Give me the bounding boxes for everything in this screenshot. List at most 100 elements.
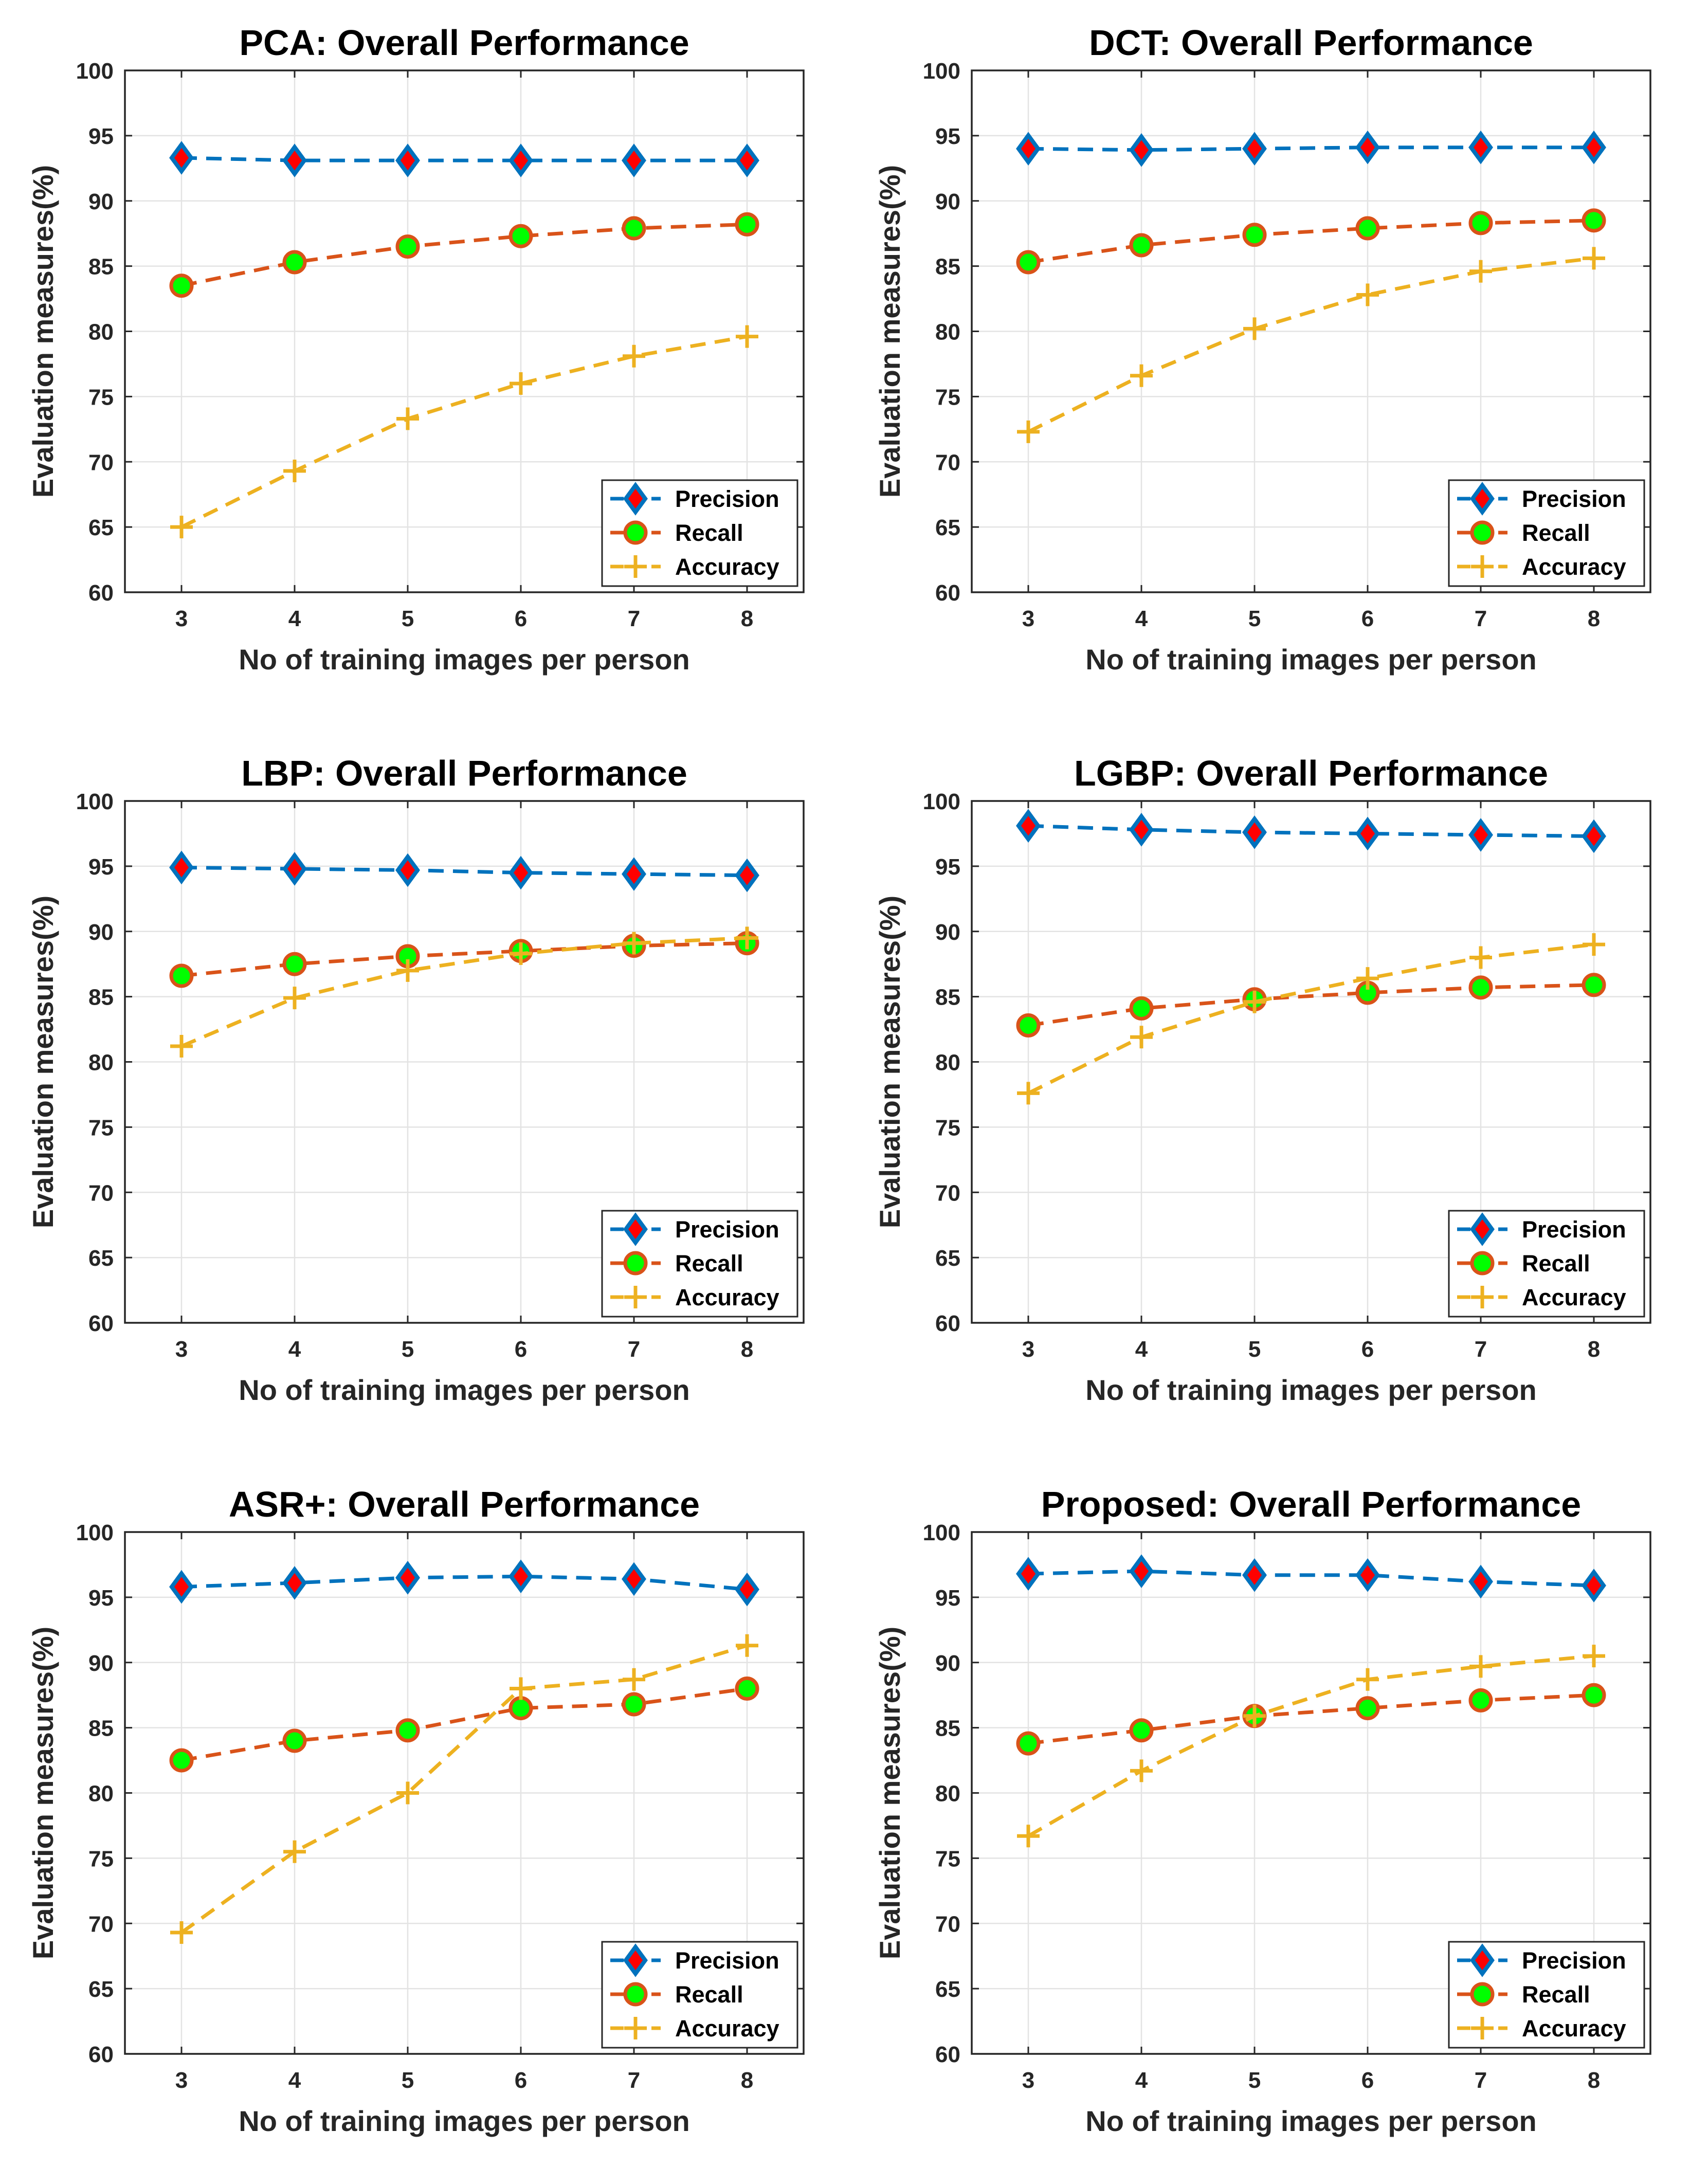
y-tick-label: 90 (88, 1651, 114, 1676)
data-point (282, 1728, 307, 1753)
data-point (1017, 1825, 1040, 1848)
data-point (1468, 130, 1493, 165)
data-point (1582, 1569, 1606, 1602)
y-tick-label: 90 (88, 920, 114, 945)
legend: Precision Recall Accuracy (601, 1210, 798, 1318)
data-point (1468, 818, 1493, 852)
data-point (508, 1559, 533, 1594)
x-tick-label: 8 (741, 1337, 753, 1362)
data-point (1016, 1013, 1041, 1037)
y-tick-label: 100 (923, 789, 960, 814)
y-tick-label: 80 (935, 1781, 960, 1807)
data-point (736, 926, 758, 950)
y-tick-label: 80 (935, 320, 960, 345)
y-tick-label: 95 (88, 124, 114, 149)
x-tick-label: 8 (741, 606, 753, 631)
legend-entry: Precision (1457, 482, 1626, 516)
y-tick-label: 75 (88, 385, 114, 410)
data-point (282, 143, 307, 177)
data-point (508, 1696, 533, 1721)
y-axis-label: Evaluation measures(%) (874, 1627, 906, 1959)
legend-label: Accuracy (675, 554, 779, 580)
x-tick-label: 8 (1588, 606, 1600, 631)
legend-label: Recall (1522, 1981, 1590, 2008)
data-point (282, 852, 307, 886)
chart-panel: 3 4 5 6 7 8 60 65 70 75 80 85 90 95 100 LBP: Overall Pe… (27, 753, 805, 1406)
legend-label: Recall (1522, 1250, 1590, 1277)
data-point (1355, 816, 1380, 851)
y-tick-label: 80 (88, 320, 114, 345)
y-tick-label: 80 (935, 1050, 960, 1076)
series-accuracy (170, 1634, 758, 1944)
data-point (1242, 223, 1267, 247)
data-point (1130, 364, 1153, 387)
series-line (1028, 1693, 1594, 1745)
x-tick-label: 5 (1248, 606, 1261, 631)
x-tick-label: 6 (1361, 1337, 1374, 1362)
x-tick-label: 3 (175, 1337, 188, 1362)
series-line (181, 1574, 748, 1592)
legend: Precision Recall Accuracy (1448, 1941, 1645, 2049)
legend: Precision Recall Accuracy (1448, 479, 1645, 587)
data-point (1242, 1558, 1267, 1592)
legend-marker (1470, 1212, 1495, 1246)
y-tick-label: 95 (935, 854, 960, 880)
data-point (1469, 260, 1492, 283)
series-line (1028, 983, 1594, 1027)
y-tick-label: 60 (935, 2042, 960, 2067)
data-point (1468, 211, 1493, 235)
data-point (282, 250, 307, 275)
y-tick-label: 60 (935, 580, 960, 606)
series-line (180, 1644, 748, 1934)
y-tick-label: 65 (935, 1977, 960, 2002)
series-line (181, 1687, 748, 1762)
legend-marker (1470, 1943, 1495, 1977)
y-tick-label: 60 (935, 1311, 960, 1336)
data-point (169, 274, 194, 298)
chart-title: PCA: Overall Performance (239, 23, 689, 63)
data-point (508, 224, 533, 248)
chart-panel: 3 4 5 6 7 8 60 65 70 75 80 85 90 95 100 DCT: Overall Pe… (874, 23, 1651, 676)
y-axis-label: Evaluation measures(%) (874, 165, 906, 498)
x-axis-label: No of training images per person (239, 2105, 689, 2137)
chart-panel: 3 4 5 6 7 8 60 65 70 75 80 85 90 95 100 PCA: Overall Pe… (27, 23, 805, 676)
y-tick-label: 85 (88, 985, 114, 1010)
y-tick-label: 85 (935, 985, 960, 1010)
data-point (1243, 317, 1266, 340)
x-axis-label: No of training images per person (239, 1374, 689, 1406)
legend-marker (623, 1251, 648, 1276)
data-point (736, 1634, 758, 1657)
y-tick-label: 70 (88, 450, 114, 475)
data-point (1582, 1683, 1606, 1707)
data-point (1129, 133, 1154, 167)
data-point (1582, 130, 1606, 165)
y-axis-label: Evaluation measures(%) (27, 896, 59, 1228)
x-tick-label: 7 (628, 1337, 640, 1362)
series-accuracy (1017, 247, 1605, 443)
series-precision (1016, 1554, 1606, 1602)
series-recall (1016, 973, 1606, 1037)
y-tick-label: 60 (88, 1311, 114, 1336)
x-tick-label: 5 (402, 606, 414, 631)
x-tick-label: 4 (1135, 1337, 1148, 1362)
data-point (1583, 933, 1605, 956)
series-accuracy (1017, 1645, 1605, 1848)
data-point (169, 963, 194, 988)
legend-label: Recall (675, 520, 743, 546)
x-axis-label: No of training images per person (239, 643, 689, 676)
x-tick-label: 8 (741, 2068, 753, 2093)
x-tick-label: 5 (1248, 1337, 1261, 1362)
series-recall (1016, 1683, 1606, 1756)
legend-label: Precision (675, 1216, 779, 1243)
data-point (1356, 967, 1379, 990)
data-point (622, 143, 646, 177)
series-precision (169, 141, 759, 177)
data-point (623, 1668, 645, 1691)
legend-label: Recall (1522, 520, 1590, 546)
data-point (1243, 990, 1266, 1013)
chart-title: ASR+: Overall Performance (229, 1484, 700, 1524)
legend-entry: Recall (610, 520, 743, 546)
y-tick-label: 95 (935, 1586, 960, 1611)
legend-entry: Recall (610, 1250, 743, 1277)
